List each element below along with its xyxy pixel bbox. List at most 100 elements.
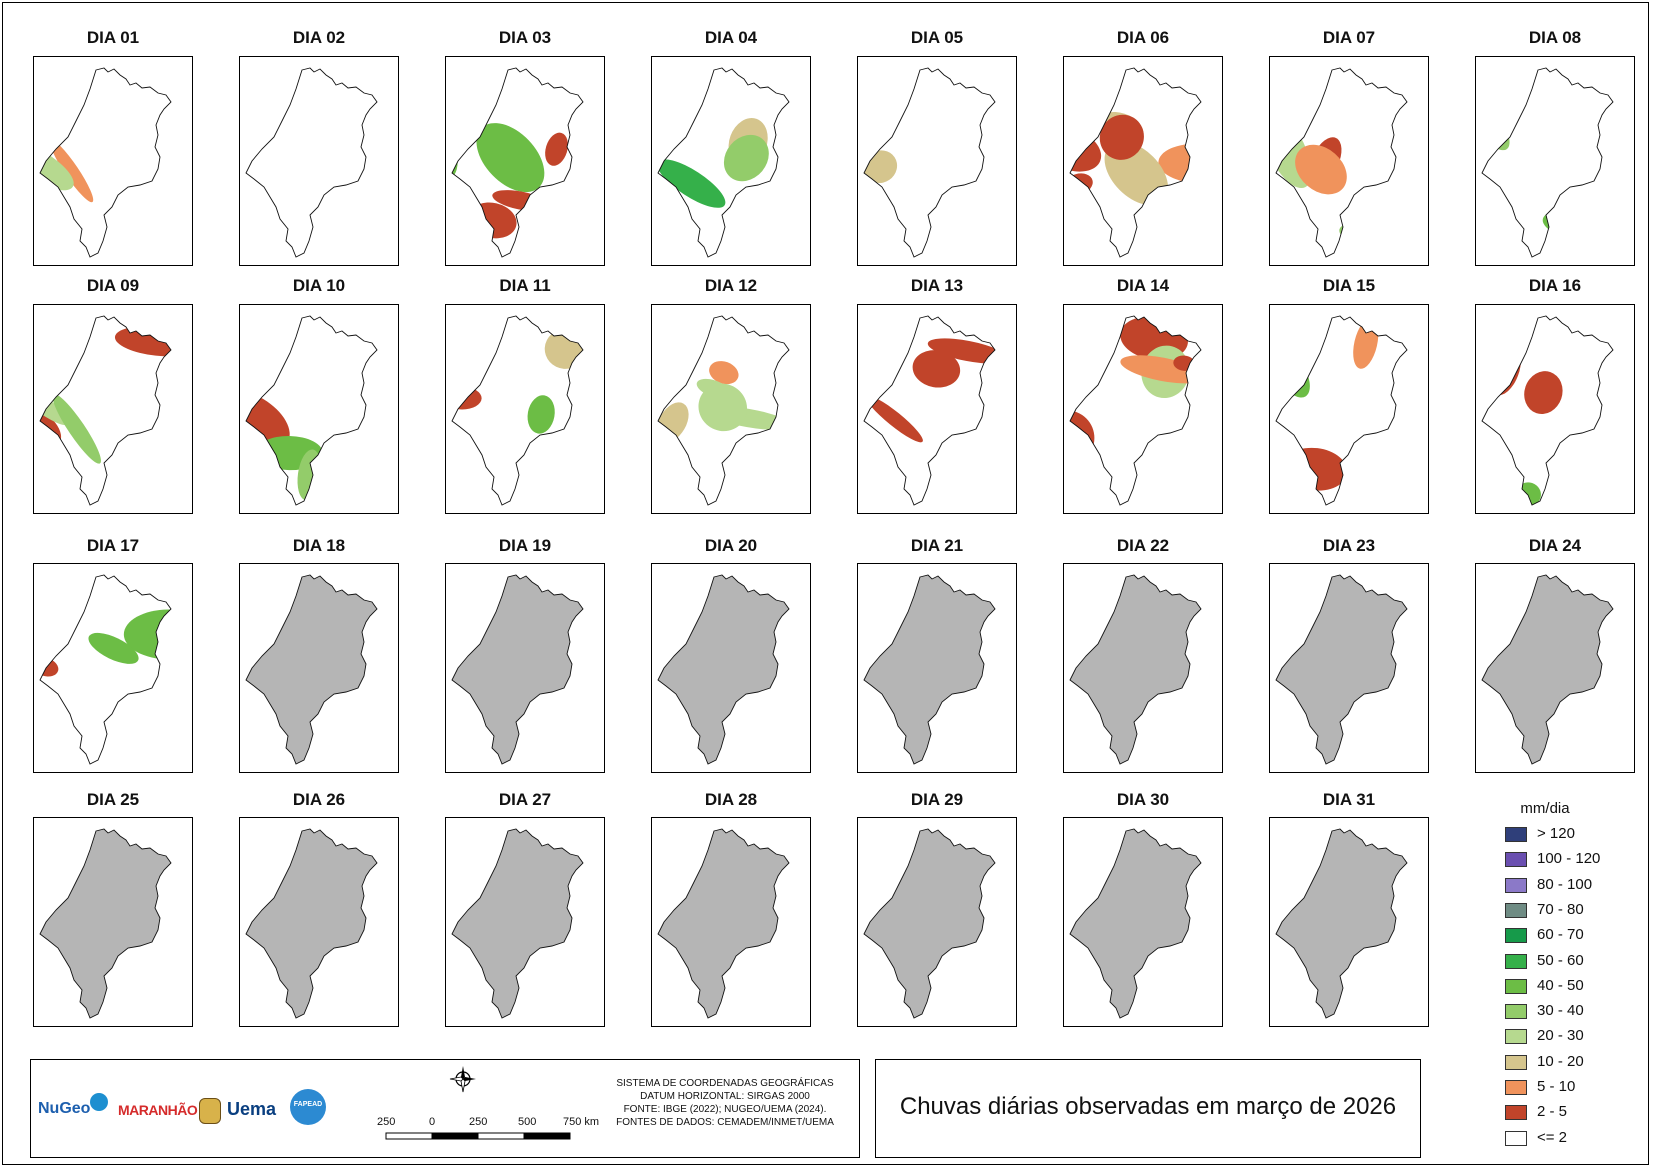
state-border: [451, 67, 584, 258]
crs-line-1: SISTEMA DE COORDENADAS GEOGRÁFICAS: [616, 1078, 834, 1089]
state-map: [1275, 574, 1408, 765]
day-map-panel: [1063, 563, 1223, 773]
rainfall-zone: [871, 240, 901, 257]
rainfall-zone: [1070, 423, 1071, 459]
state-map: [1069, 315, 1202, 506]
rainfall-zone: [658, 212, 686, 257]
state-border: [1275, 315, 1408, 506]
maranhao-logo: MARANHÃO: [118, 1102, 198, 1118]
state-map: [1275, 828, 1408, 1019]
state-map: [39, 315, 172, 506]
state-outline: [1070, 575, 1201, 764]
legend-swatch: [1505, 1004, 1527, 1020]
rainfall-zone: [1099, 114, 1144, 160]
legend-label: 30 - 40: [1537, 1002, 1584, 1020]
day-title: DIA 25: [86, 790, 140, 809]
state-map: [39, 67, 172, 258]
day-title: DIA 05: [910, 28, 964, 47]
state-border: [863, 828, 996, 1019]
rainfall-zone: [52, 394, 101, 464]
day-map-panel: [445, 563, 605, 773]
state-border: [1069, 828, 1202, 1019]
legend-label: > 120: [1537, 825, 1575, 842]
legend-label: <= 2: [1537, 1128, 1568, 1146]
rainfall-zone: [1276, 334, 1315, 362]
state-outline: [246, 829, 377, 1018]
legend-swatch: [1505, 953, 1527, 969]
day-title: DIA 03: [498, 28, 552, 47]
day-title: DIA 07: [1322, 28, 1376, 47]
day-map-panel: [651, 563, 811, 773]
rainfall-zone: [40, 140, 74, 191]
rainfall-zone: [452, 68, 469, 111]
state-map: [863, 574, 996, 765]
state-border: [863, 67, 996, 258]
day-map-panel: [239, 817, 399, 1027]
state-map: [245, 315, 378, 506]
day-title: DIA 23: [1322, 536, 1376, 555]
legend-swatch: [1505, 978, 1527, 994]
day-map-panel: [445, 817, 605, 1027]
day-title: DIA 06: [1116, 28, 1170, 47]
legend-label: 5 - 10: [1537, 1078, 1576, 1095]
scale-label-250-left: 250: [377, 1116, 396, 1128]
state-map: [1069, 574, 1202, 765]
map-title: Chuvas diárias observadas em março de 20…: [899, 1093, 1397, 1120]
state-outline: [452, 829, 583, 1018]
state-border: [39, 67, 172, 258]
crs-line-3: FONTE: IBGE (2022); NUGEO/UEMA (2024).: [623, 1104, 827, 1115]
state-outline: [658, 575, 789, 764]
day-title: DIA 18: [292, 536, 346, 555]
rainfall-field: [240, 57, 241, 210]
state-outline: [864, 575, 995, 764]
state-outline: [1276, 829, 1407, 1018]
day-title: DIA 11: [499, 276, 551, 295]
legend-label: 40 - 50: [1537, 976, 1584, 994]
state-map: [657, 828, 790, 1019]
day-map-panel: [1475, 563, 1635, 773]
rainfall-zone: [1070, 83, 1078, 109]
day-map-panel: [1475, 304, 1635, 514]
legend-swatch: [1505, 928, 1527, 944]
state-border: [863, 315, 996, 506]
state-map: [245, 574, 378, 765]
state-map: [1481, 315, 1614, 506]
day-map-panel: [1063, 56, 1223, 266]
state-border: [657, 828, 790, 1019]
rainfall-zone: [709, 361, 739, 385]
state-border: [1481, 315, 1614, 506]
nugeo-logo: NuGeo: [38, 1100, 91, 1117]
rainfall-zone: [864, 219, 865, 257]
legend-swatch: [1505, 1054, 1527, 1070]
day-map-panel: [651, 304, 811, 514]
state-border: [1069, 67, 1202, 258]
legend-swatch: [1505, 1105, 1527, 1121]
crs-line-4: FONTES DE DADOS: CEMADEM/INMET/UEMA: [616, 1117, 834, 1128]
legend-swatch: [1505, 827, 1527, 842]
state-outline: [40, 68, 171, 257]
day-map-panel: [445, 56, 605, 266]
day-title: DIA 16: [1528, 276, 1582, 295]
state-border: [1275, 828, 1408, 1019]
state-border: [1275, 574, 1408, 765]
rainfall-zone: [652, 153, 654, 244]
legend-label: 80 - 100: [1537, 875, 1593, 893]
legend-title: mm/dia: [1520, 800, 1570, 817]
scale-label-0: 0: [429, 1116, 436, 1128]
state-map: [863, 67, 996, 258]
rainfall-zone: [40, 223, 55, 257]
state-map: [1275, 67, 1408, 258]
state-outline: [246, 575, 377, 764]
state-map: [451, 315, 584, 506]
state-border: [39, 828, 172, 1019]
day-title: DIA 28: [704, 790, 758, 809]
state-border: [451, 315, 584, 506]
state-map: [39, 828, 172, 1019]
rainfall-zone: [246, 325, 264, 361]
scale-label-250: 250: [469, 1116, 488, 1128]
state-map: [863, 828, 996, 1019]
day-title: DIA 12: [704, 276, 758, 295]
day-title: DIA 26: [292, 790, 346, 809]
state-map: [657, 315, 790, 506]
day-title: DIA 04: [704, 28, 758, 47]
